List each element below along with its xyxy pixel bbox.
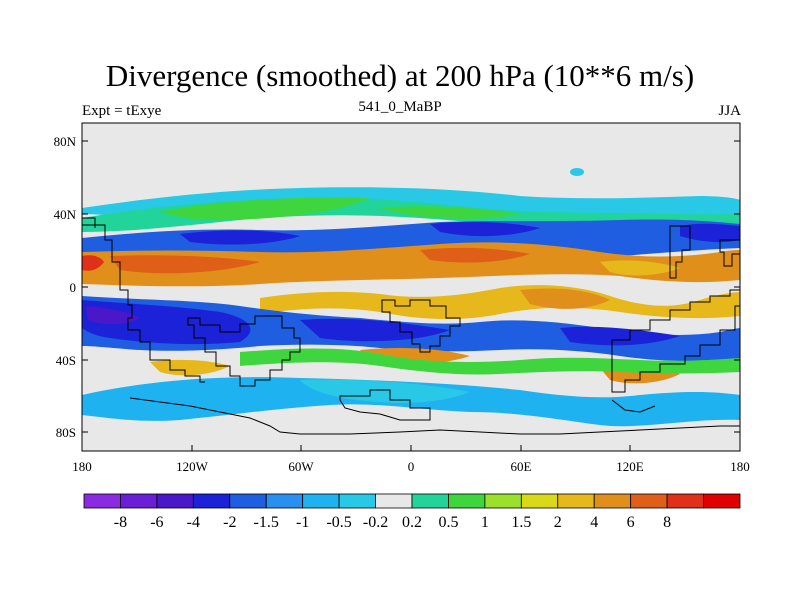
lat-tick-label: 80S	[56, 425, 76, 440]
axis-ticks	[81, 140, 741, 451]
colorbar-swatch	[83, 493, 121, 509]
colorbar-label: -0.2	[363, 514, 388, 531]
colorbar-swatch	[520, 493, 559, 509]
colorbar-label: -1	[296, 514, 309, 531]
lon-tick-label: 180	[730, 459, 750, 474]
lat-axis: 80N 40N 0 40S 80S	[54, 134, 77, 440]
colorbar-swatch	[593, 493, 632, 509]
colorbar-swatch	[302, 493, 340, 509]
colorbar-swatch	[557, 493, 595, 509]
colorbar-swatch	[338, 493, 376, 509]
map-title: Divergence (smoothed) at 200 hPa (10**6 …	[105, 58, 695, 93]
lon-tick-label: 0	[408, 459, 415, 474]
colorbar-swatch	[192, 493, 231, 509]
colorbar-label: -4	[187, 514, 200, 531]
divergence-field	[82, 123, 740, 451]
lat-tick-label: 40S	[56, 353, 76, 368]
colorbar-label: 1	[481, 514, 489, 531]
colorbar-swatch	[411, 493, 449, 509]
colorbar-label: 6	[627, 514, 635, 531]
lon-tick-label: 120E	[616, 459, 644, 474]
colorbar-label: 8	[663, 514, 671, 531]
colorbar-label: -1.5	[254, 514, 279, 531]
colorbar-swatch	[448, 493, 486, 509]
colorbar-label: 1.5	[511, 514, 531, 531]
colorbar: -8 -6 -4 -2 -1.5 -1 -0.5 -0.2 0.2 0.5 1 1.5 2 4 6 8	[83, 493, 741, 531]
lon-axis: 180 120W 60W 0 60E 120E 180	[72, 459, 750, 474]
colorbar-label: 2	[554, 514, 562, 531]
lat-tick-label: 0	[70, 280, 77, 295]
colorbar-swatch	[156, 493, 194, 509]
season-label: JJA	[718, 103, 741, 119]
experiment-label: Expt = tExye	[82, 103, 162, 119]
colorbar-swatch	[630, 493, 668, 509]
colorbar-label: 0.2	[402, 514, 422, 531]
colorbar-label: -0.5	[326, 514, 351, 531]
colorbar-swatch	[120, 493, 158, 509]
colorbar-swatch	[229, 493, 267, 509]
colorbar-swatch	[484, 493, 522, 509]
lon-tick-label: 60W	[288, 459, 314, 474]
run-id-label: 541_0_MaBP	[358, 99, 442, 115]
lat-tick-label: 40N	[54, 207, 77, 222]
colorbar-swatch	[666, 493, 704, 509]
lon-tick-label: 60E	[511, 459, 532, 474]
colorbar-label: -6	[150, 514, 163, 531]
colorbar-label: -8	[114, 514, 127, 531]
lat-tick-label: 80N	[54, 134, 77, 149]
colorbar-swatch	[265, 493, 304, 509]
colorbar-label: 4	[590, 514, 598, 531]
colorbar-label: -2	[223, 514, 236, 531]
colorbar-swatch	[703, 493, 741, 509]
lon-tick-label: 180	[72, 459, 92, 474]
lon-tick-label: 120W	[176, 459, 209, 474]
coastlines	[82, 217, 740, 435]
colorbar-label: 0.5	[438, 514, 458, 531]
colorbar-swatch	[375, 493, 413, 509]
